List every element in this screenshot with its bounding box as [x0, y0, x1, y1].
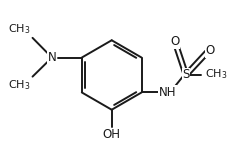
Text: CH$_3$: CH$_3$ [205, 67, 228, 81]
Text: O: O [170, 35, 179, 48]
Text: CH$_3$: CH$_3$ [8, 22, 31, 36]
Text: S: S [182, 69, 190, 81]
Text: N: N [47, 51, 56, 64]
Text: O: O [206, 44, 215, 57]
Text: OH: OH [103, 128, 121, 141]
Text: CH$_3$: CH$_3$ [8, 78, 31, 92]
Text: NH: NH [159, 86, 176, 99]
